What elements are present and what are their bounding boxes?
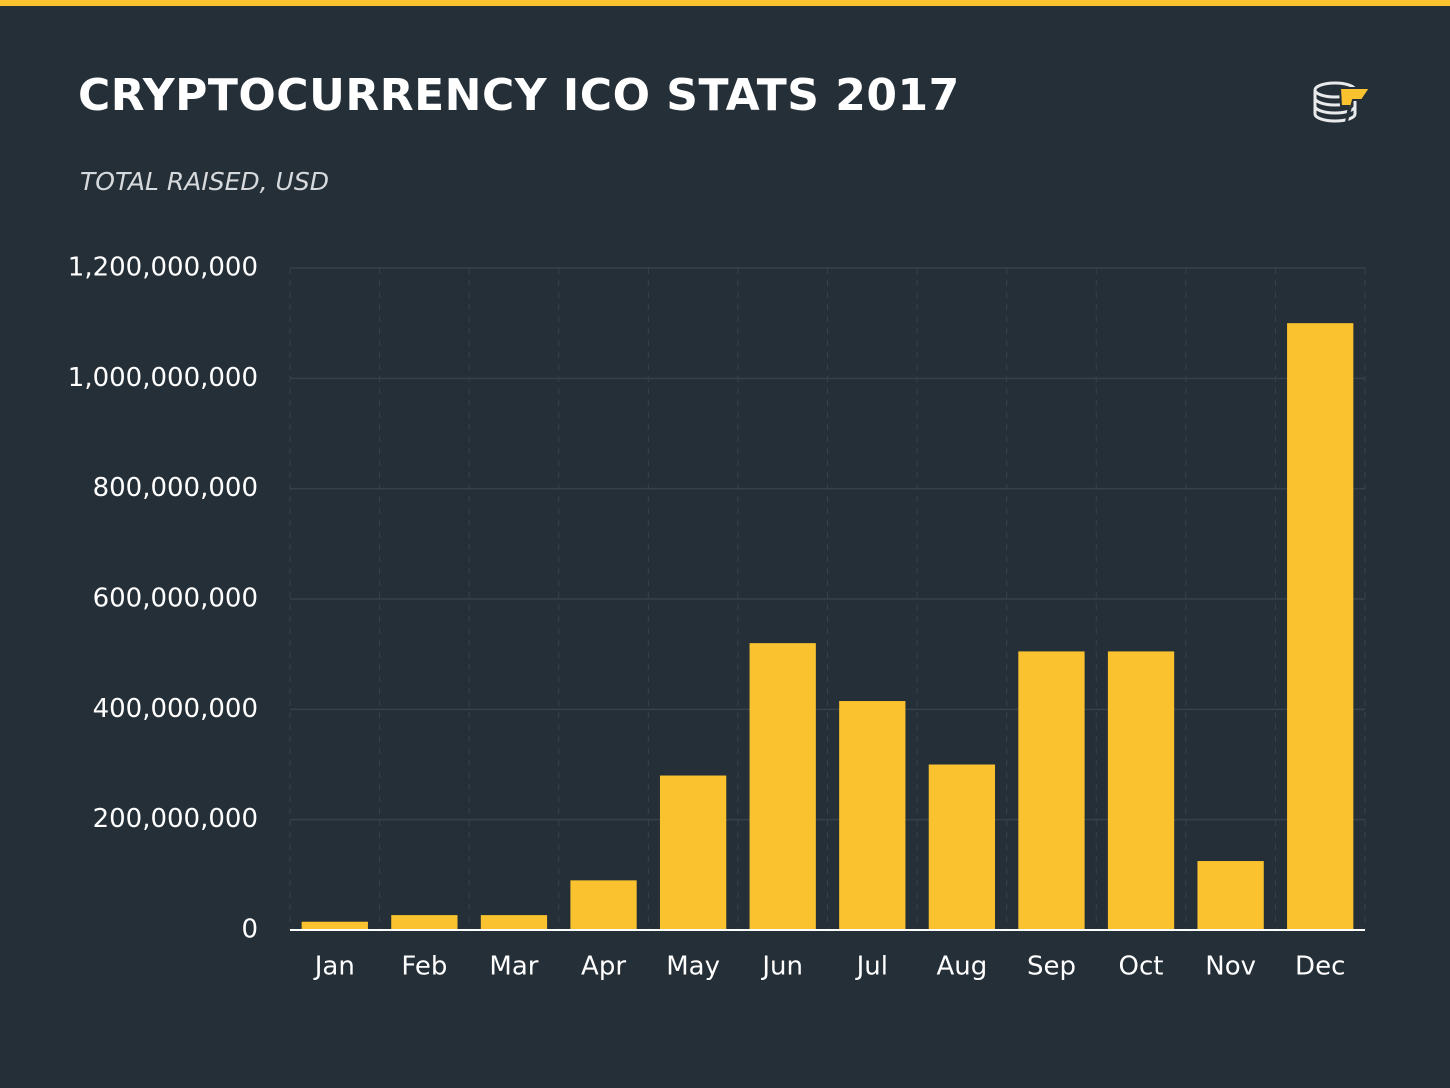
chart-subtitle: TOTAL RAISED, USD <box>80 167 329 196</box>
x-tick-label: Aug <box>936 952 987 982</box>
x-tick-label: Oct <box>1119 952 1164 982</box>
y-tick-label: 1,200,000,000 <box>68 253 258 283</box>
bar <box>480 915 548 930</box>
x-tick-label: Jul <box>855 952 888 982</box>
x-tick-label: Nov <box>1205 952 1256 982</box>
bar <box>659 775 727 930</box>
x-tick-label: Apr <box>581 952 626 982</box>
x-tick-label: Mar <box>489 952 538 982</box>
x-tick-label: Jan <box>313 952 355 982</box>
bar <box>570 880 637 930</box>
bar <box>301 921 368 930</box>
x-tick-label: Sep <box>1027 952 1076 982</box>
y-tick-label: 1,000,000,000 <box>68 363 258 393</box>
x-tick-label: May <box>666 952 720 982</box>
top-accent-bar <box>0 0 1450 6</box>
bar <box>1287 323 1354 931</box>
y-tick-label: 400,000,000 <box>93 694 258 724</box>
bar <box>391 915 458 930</box>
logo-icon <box>1313 81 1372 129</box>
y-tick-label: 200,000,000 <box>93 804 258 834</box>
bar <box>749 643 816 930</box>
chart-title: CRYPTOCURRENCY ICO STATS 2017 <box>78 70 960 121</box>
y-tick-label: 0 <box>241 915 258 945</box>
x-tick-label: Feb <box>401 952 447 982</box>
x-tick-label: Jun <box>760 952 803 982</box>
bar <box>839 701 906 930</box>
bar <box>928 764 996 930</box>
y-tick-label: 600,000,000 <box>93 584 258 614</box>
bar <box>1197 861 1264 930</box>
y-tick-label: 800,000,000 <box>93 473 258 503</box>
bar <box>1107 651 1175 930</box>
bar <box>1018 651 1085 930</box>
x-tick-label: Dec <box>1295 952 1345 982</box>
